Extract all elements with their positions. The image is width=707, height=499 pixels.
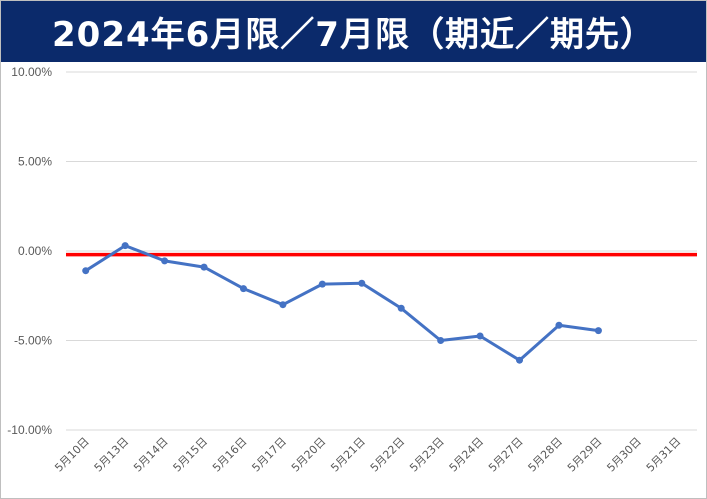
series-group — [82, 242, 602, 364]
data-point — [82, 267, 90, 275]
data-point — [476, 332, 484, 340]
x-tick-label: 5月16日 — [210, 435, 250, 475]
data-point — [279, 301, 287, 309]
data-point — [437, 337, 445, 344]
data-point — [318, 280, 326, 288]
x-tick-label: 5月17日 — [249, 435, 289, 475]
x-tick-label: 5月21日 — [328, 435, 368, 475]
x-tick-label: 5月20日 — [289, 435, 329, 475]
data-point — [161, 257, 169, 265]
data-point — [594, 327, 602, 335]
y-tick-label: 10.00% — [11, 65, 52, 79]
x-tick-label: 5月27日 — [486, 435, 526, 475]
y-tick-label: 0.00% — [18, 244, 52, 258]
series-line — [84, 244, 600, 362]
x-tick-label: 5月23日 — [407, 435, 447, 475]
data-point — [121, 242, 129, 250]
x-tick-label: 5月13日 — [92, 435, 132, 475]
x-tick-label: 5月10日 — [52, 435, 92, 475]
data-point — [358, 279, 366, 287]
x-tick-label: 5月28日 — [525, 435, 565, 475]
data-point — [555, 321, 563, 329]
x-tick-label: 5月24日 — [447, 435, 487, 475]
x-tick-label: 5月14日 — [131, 435, 171, 475]
x-tick-label: 5月22日 — [368, 435, 408, 475]
x-tick-label: 5月31日 — [644, 435, 684, 475]
x-tick-label: 5月30日 — [604, 435, 644, 475]
title-bar: 2024年6月限／7月限（期近／期先） — [1, 1, 706, 62]
data-point — [516, 356, 524, 364]
x-tick-label: 5月15日 — [171, 435, 211, 475]
data-point — [239, 285, 247, 293]
data-point — [397, 304, 405, 312]
y-tick-label: -5.00% — [14, 334, 52, 348]
x-axis-ticks: 5月10日 5月13日 5月14日 5月15日 5月16日 5月17日 5月20日 5月21日… — [52, 435, 683, 475]
data-point — [200, 263, 208, 271]
y-tick-label: 5.00% — [18, 155, 52, 169]
chart-title: 2024年6月限／7月限（期近／期先） — [52, 15, 655, 55]
y-axis-ticks: 10.00% 5.00% 0.00% -5.00% -10.00% — [7, 65, 52, 437]
gridlines — [66, 71, 697, 431]
y-tick-label: -10.00% — [7, 423, 52, 437]
x-tick-label: 5月29日 — [565, 435, 605, 475]
